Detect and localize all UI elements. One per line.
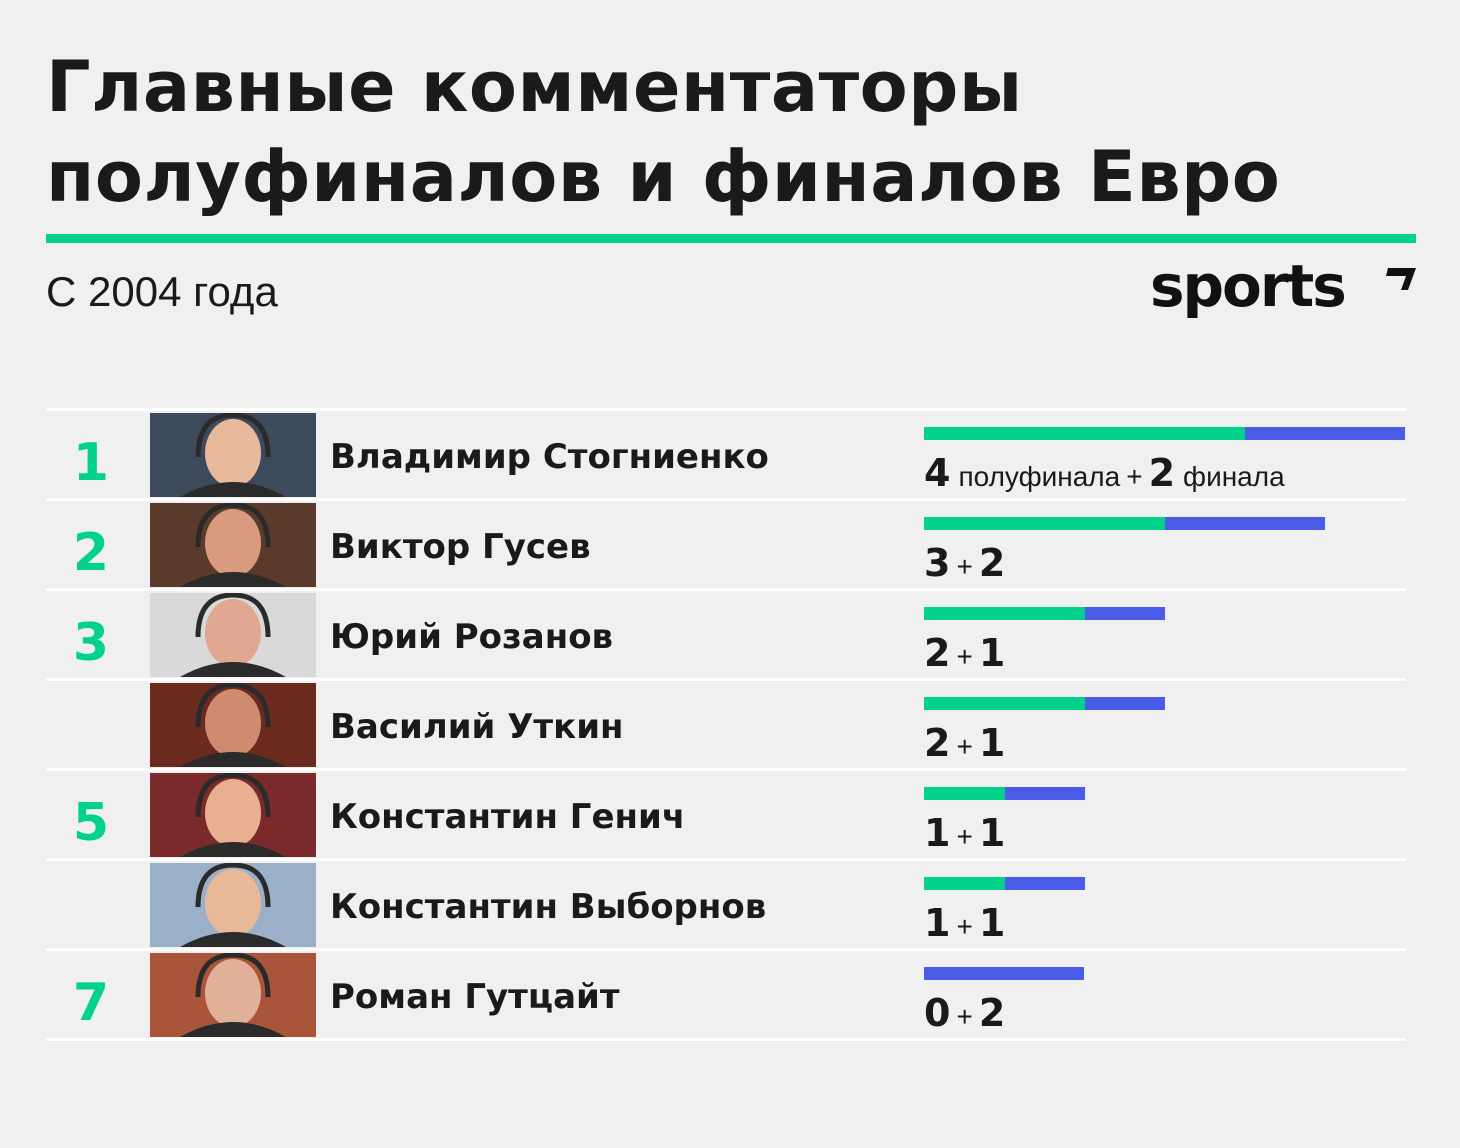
bar-finals (1085, 607, 1165, 620)
rank-number: 2 (72, 523, 110, 583)
table-row: 7 Роман Гутцайт 0 +2 (46, 948, 1406, 1041)
bar-finals (1005, 787, 1085, 800)
commentator-name: Юрий Розанов (330, 617, 614, 657)
commentator-name: Роман Гутцайт (330, 977, 620, 1017)
stacked-bar (924, 427, 1405, 440)
table-row: 2 Виктор Гусев 3 +2 (46, 498, 1406, 588)
stacked-bar (924, 787, 1085, 800)
plus-sign: + (1126, 461, 1143, 492)
semifinal-count: 1 (924, 901, 951, 945)
chart-title: Главные комментаторы полуфиналов и финал… (46, 42, 1426, 222)
semifinal-count: 2 (924, 721, 951, 765)
bar-finals (1085, 697, 1165, 710)
semifinal-count: 0 (924, 991, 951, 1035)
bar-semifinals (924, 427, 1245, 440)
score-label: 1 +1 (924, 901, 1005, 945)
score-label: 4 полуфинала +2 финала (924, 451, 1285, 495)
stacked-bar (924, 967, 1084, 980)
final-count: 2 (978, 991, 1006, 1035)
score-label: 3 +2 (924, 541, 1005, 585)
commentator-photo (150, 683, 316, 767)
title-line-1: Главные комментаторы (46, 46, 1023, 128)
bar-finals (1245, 427, 1405, 440)
chart-subtitle: С 2004 года (46, 268, 278, 315)
commentator-photo (150, 773, 316, 857)
commentator-name: Константин Выборнов (330, 887, 767, 927)
commentator-name: Василий Уткин (330, 707, 624, 747)
rank-number: 1 (72, 433, 110, 493)
score-label: 1 +1 (924, 811, 1005, 855)
logo-mark-icon (1386, 268, 1416, 290)
semifinal-count: 3 (924, 541, 951, 585)
semifinal-count: 1 (924, 811, 951, 855)
score-label: 2 +1 (924, 721, 1005, 765)
bar-semifinals (924, 607, 1085, 620)
final-word: финала (1183, 461, 1285, 492)
title-underline (46, 234, 1416, 243)
semifinal-word: полуфинала (958, 461, 1121, 492)
title-line-2: полуфиналов и финалов Евро (46, 136, 1281, 218)
final-count: 2 (1148, 451, 1176, 495)
bar-semifinals (924, 787, 1005, 800)
score-label: 2 +1 (924, 631, 1005, 675)
plus-sign: + (956, 551, 973, 582)
stacked-bar (924, 607, 1165, 620)
plus-sign: + (956, 1001, 973, 1032)
final-count: 1 (978, 631, 1006, 675)
commentator-name: Константин Генич (330, 797, 686, 837)
table-row: Василий Уткин 2 +1 (46, 678, 1406, 768)
commentator-photo (150, 413, 316, 497)
final-count: 1 (978, 901, 1006, 945)
semifinal-count: 2 (924, 631, 951, 675)
commentator-photo (150, 593, 316, 677)
semifinal-count: 4 (924, 451, 951, 495)
commentator-photo (150, 863, 316, 947)
final-count: 2 (978, 541, 1006, 585)
plus-sign: + (956, 911, 973, 942)
stacked-bar (924, 517, 1325, 530)
bar-finals (1005, 877, 1085, 890)
bar-semifinals (924, 517, 1165, 530)
commentator-photo (150, 953, 316, 1037)
rank-number: 3 (72, 613, 110, 673)
stacked-bar (924, 697, 1165, 710)
table-row: 1 Владимир Стогниенко 4 полуфинала +2 финал… (46, 408, 1406, 498)
rank-number: 7 (72, 973, 110, 1033)
stacked-bar (924, 877, 1085, 890)
final-count: 1 (978, 811, 1006, 855)
table-row: Константин Выборнов 1 +1 (46, 858, 1406, 948)
plus-sign: + (956, 821, 973, 852)
table-row: 5 Константин Генич 1 +1 (46, 768, 1406, 858)
commentator-photo (150, 503, 316, 587)
plus-sign: + (956, 731, 973, 762)
commentator-name: Владимир Стогниенко (330, 437, 769, 477)
rank-number: 5 (72, 793, 110, 853)
final-count: 1 (978, 721, 1006, 765)
score-label: 0 +2 (924, 991, 1005, 1035)
bar-finals (1165, 517, 1325, 530)
logo-wordmark: sports (1150, 252, 1347, 320)
table-row: 3 Юрий Розанов 2 +1 (46, 588, 1406, 678)
commentator-name: Виктор Гусев (330, 527, 591, 567)
bar-semifinals (924, 877, 1005, 890)
ranking-table: 1 Владимир Стогниенко 4 полуфинала +2 финал… (46, 408, 1406, 1041)
plus-sign: + (956, 641, 973, 672)
sports-logo: sports (1150, 252, 1418, 338)
bar-semifinals (924, 697, 1085, 710)
bar-finals (924, 967, 1084, 980)
